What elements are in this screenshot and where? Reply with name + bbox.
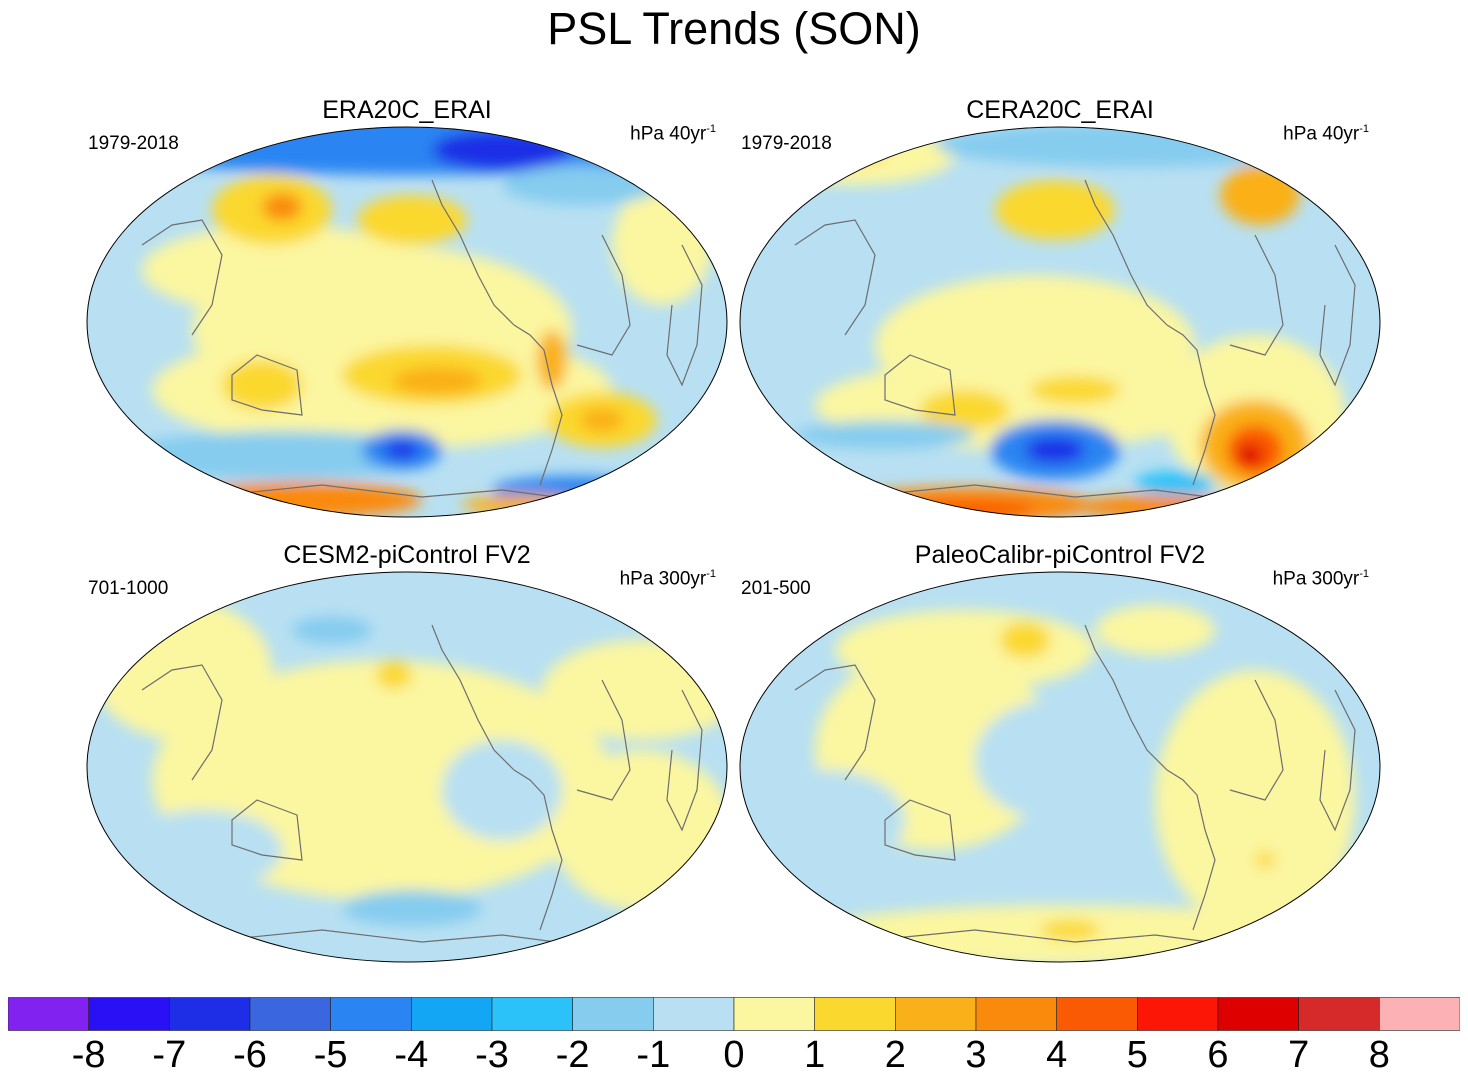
map-panel-cesm2: CESM2-piControl FV2 701-1000 hPa 300yr-1 [82, 540, 732, 975]
colorbar-tick-label: -4 [394, 1034, 429, 1076]
colorbar-tick-label: 1 [804, 1034, 826, 1076]
trend-map [739, 571, 1381, 963]
colorbar-swatch [169, 997, 251, 1031]
colorbar-tick-label: -3 [475, 1034, 509, 1076]
colorbar [8, 997, 1460, 1031]
figure-title: PSL Trends (SON) [547, 3, 921, 54]
colorbar-tick-label: 0 [723, 1034, 745, 1076]
colorbar-tick-label: -6 [233, 1034, 267, 1076]
colorbar-swatch [814, 997, 896, 1031]
colorbar-swatch [1217, 997, 1299, 1031]
colorbar-swatch [1379, 997, 1460, 1031]
panel-title: CERA20C_ERAI [966, 96, 1154, 124]
colorbar-swatch [8, 997, 89, 1031]
map-panel-cera20c: CERA20C_ERAI 1979-2018 hPa 40yr-1 [735, 95, 1385, 530]
colorbar-swatch [653, 997, 735, 1031]
colorbar-swatch [975, 997, 1057, 1031]
colorbar-tick-label: 5 [1126, 1034, 1148, 1076]
units-label: hPa 40yr-1 [1283, 123, 1369, 145]
colorbar-tick-label: 6 [1207, 1034, 1229, 1076]
colorbar-tick-label: 4 [1046, 1034, 1068, 1076]
colorbar-tick-label: 2 [884, 1034, 906, 1076]
colorbar-tick-label: 7 [1288, 1034, 1310, 1076]
colorbar-tick-label: -2 [555, 1034, 590, 1076]
colorbar-tick-label: -1 [636, 1034, 671, 1076]
colorbar-tick-label: -7 [152, 1034, 187, 1076]
map-panel-paleocalibr: PaleoCalibr-piControl FV2 201-500 hPa 30… [735, 540, 1385, 975]
trend-map [86, 571, 728, 963]
panel-title: PaleoCalibr-piControl FV2 [914, 541, 1206, 569]
colorbar-swatch [411, 997, 493, 1031]
colorbar-swatch [1298, 997, 1380, 1031]
period-label: 701-1000 [88, 578, 169, 599]
colorbar-swatch [572, 997, 654, 1031]
period-label: 1979-2018 [741, 133, 832, 154]
panel-title: ERA20C_ERAI [322, 96, 492, 124]
map-panel-era20c: ERA20C_ERAI 1979-2018 hPa 40yr-1 [82, 95, 732, 530]
colorbar-tick-label: -8 [71, 1034, 106, 1076]
units-label: hPa 300yr-1 [619, 568, 716, 590]
colorbar-swatch [330, 997, 412, 1031]
period-label: 201-500 [741, 578, 811, 599]
colorbar-swatch [895, 997, 977, 1031]
colorbar-swatch [88, 997, 170, 1031]
colorbar-swatch [733, 997, 815, 1031]
colorbar-swatch [491, 997, 573, 1031]
units-label: hPa 300yr-1 [1272, 568, 1369, 590]
colorbar-swatch [1137, 997, 1219, 1031]
trend-map [86, 126, 728, 518]
trend-map [739, 126, 1381, 518]
colorbar-swatch [1056, 997, 1138, 1031]
colorbar-tick-label: 3 [965, 1034, 987, 1076]
units-label: hPa 40yr-1 [630, 123, 716, 145]
period-label: 1979-2018 [88, 133, 179, 154]
colorbar-swatch [249, 997, 331, 1031]
panel-title: CESM2-piControl FV2 [283, 541, 531, 569]
colorbar-tick-label: -5 [313, 1034, 348, 1076]
colorbar-tick-label: 8 [1368, 1034, 1390, 1076]
